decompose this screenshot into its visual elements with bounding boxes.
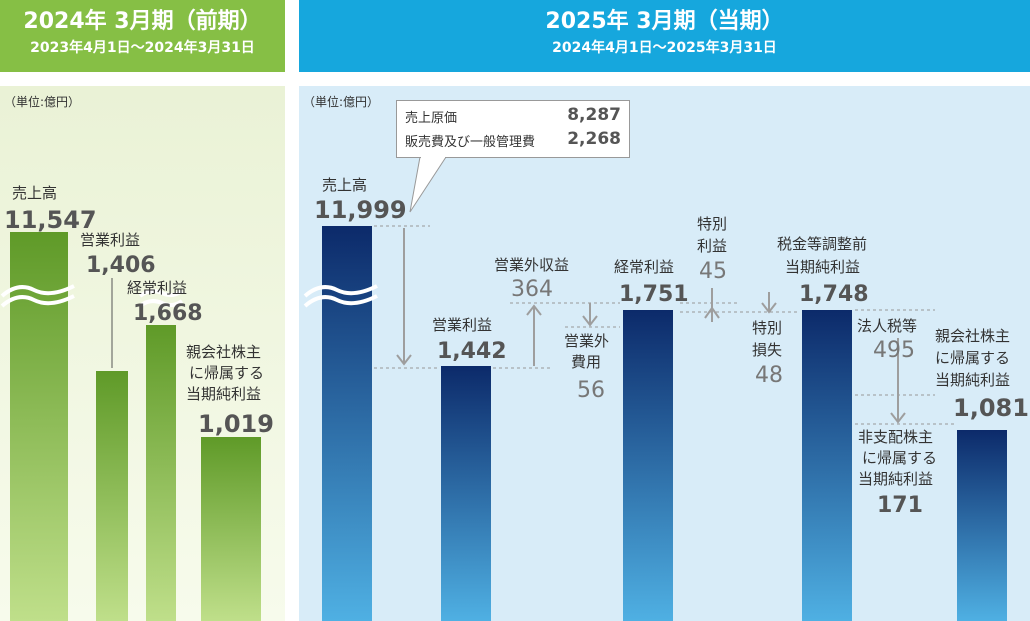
label-cur-sales: 売上高 <box>322 176 367 194</box>
prev-period-title: 2024年 3月期（前期） <box>23 9 262 34</box>
label-cur-pretax-2: 当期純利益 <box>785 258 860 276</box>
bar-cur-operating-profit <box>441 366 491 621</box>
dotted-guides <box>374 225 955 425</box>
prev-unit-label: （単位:億円） <box>4 95 81 109</box>
label-cur-non-op-expense-1: 営業外 <box>564 332 609 350</box>
callout-cogs-label: 売上原価 <box>405 111 458 126</box>
callout-sga-label: 販売費及び一般管理費 <box>405 135 536 150</box>
bar-cur-sales <box>322 226 372 621</box>
label-prev-net-income-3: 当期純利益 <box>186 385 261 403</box>
value-prev-ordinary-profit: 1,668 <box>133 301 203 326</box>
label-prev-net-income-2: に帰属する <box>189 364 264 382</box>
value-prev-sales: 11,547 <box>4 206 97 234</box>
value-cur-extra-gain: 45 <box>699 259 727 284</box>
cur-period-range: 2024年4月1日～2025年3月31日 <box>552 40 777 56</box>
label-cur-net-income-3: 当期純利益 <box>935 371 1010 389</box>
label-cur-extra-loss-2: 損失 <box>752 341 782 359</box>
bar-prev-operating-profit <box>96 371 128 621</box>
label-cur-extra-loss-1: 特別 <box>752 319 782 337</box>
callout-sga-value: 2,268 <box>567 129 621 149</box>
label-cur-minority-1: 非支配株主 <box>858 428 933 446</box>
label-cur-extra-gain-1: 特別 <box>697 215 727 233</box>
value-cur-pretax: 1,748 <box>799 282 869 307</box>
value-cur-corporate-tax: 495 <box>873 338 915 363</box>
label-cur-pretax-1: 税金等調整前 <box>777 235 867 253</box>
bar-cur-pretax-income <box>802 310 852 621</box>
value-prev-operating-profit: 1,406 <box>86 253 156 278</box>
value-cur-operating-profit: 1,442 <box>437 339 507 364</box>
callout-pointer <box>409 156 447 213</box>
value-cur-non-op-expense: 56 <box>577 378 605 403</box>
label-cur-non-op-income: 営業外収益 <box>494 256 569 274</box>
bar-prev-ordinary-profit <box>146 325 176 621</box>
cur-period-header: 2025年 3月期（当期） 2024年4月1日～2025年3月31日 <box>299 0 1030 72</box>
value-prev-net-income: 1,019 <box>198 410 274 438</box>
label-prev-net-income-1: 親会社株主 <box>186 343 261 361</box>
label-cur-ordinary-profit: 経常利益 <box>614 258 674 276</box>
value-cur-sales: 11,999 <box>314 196 407 224</box>
label-cur-extra-gain-2: 利益 <box>697 237 727 255</box>
cur-period-title: 2025年 3月期（当期） <box>545 9 784 34</box>
callout-seam <box>421 155 445 158</box>
cost-callout-box: 売上原価 8,287 販売費及び一般管理費 2,268 <box>396 100 630 158</box>
cur-axis-break <box>303 284 378 308</box>
prev-period-range: 2023年4月1日～2024年3月31日 <box>30 40 255 56</box>
value-cur-ordinary-profit: 1,751 <box>619 282 689 307</box>
label-cur-minority-2: に帰属する <box>862 449 937 467</box>
value-cur-minority: 171 <box>877 493 923 518</box>
label-cur-corporate-tax: 法人税等 <box>857 317 917 335</box>
bar-prev-net-income <box>201 437 261 621</box>
bar-cur-ordinary-profit <box>623 310 673 621</box>
label-cur-non-op-expense-2: 費用 <box>571 353 601 371</box>
prev-axis-break <box>0 284 184 308</box>
label-cur-minority-3: 当期純利益 <box>858 470 933 488</box>
label-prev-ordinary-profit: 経常利益 <box>127 279 187 297</box>
label-cur-net-income-2: に帰属する <box>935 349 1010 367</box>
value-cur-net-income: 1,081 <box>953 394 1029 422</box>
label-prev-operating-profit: 営業利益 <box>80 231 140 249</box>
label-cur-operating-profit: 営業利益 <box>432 316 492 334</box>
label-prev-sales: 売上高 <box>12 184 57 202</box>
bar-cur-net-income <box>957 430 1007 621</box>
value-cur-extra-loss: 48 <box>755 363 783 388</box>
adjustment-arrows <box>396 228 906 424</box>
prev-period-header: 2024年 3月期（前期） 2023年4月1日～2024年3月31日 <box>0 0 285 72</box>
cur-unit-label: （単位:億円） <box>303 95 380 109</box>
value-cur-non-op-income: 364 <box>511 277 553 302</box>
callout-cogs-value: 8,287 <box>567 105 621 125</box>
label-cur-net-income-1: 親会社株主 <box>935 327 1010 345</box>
